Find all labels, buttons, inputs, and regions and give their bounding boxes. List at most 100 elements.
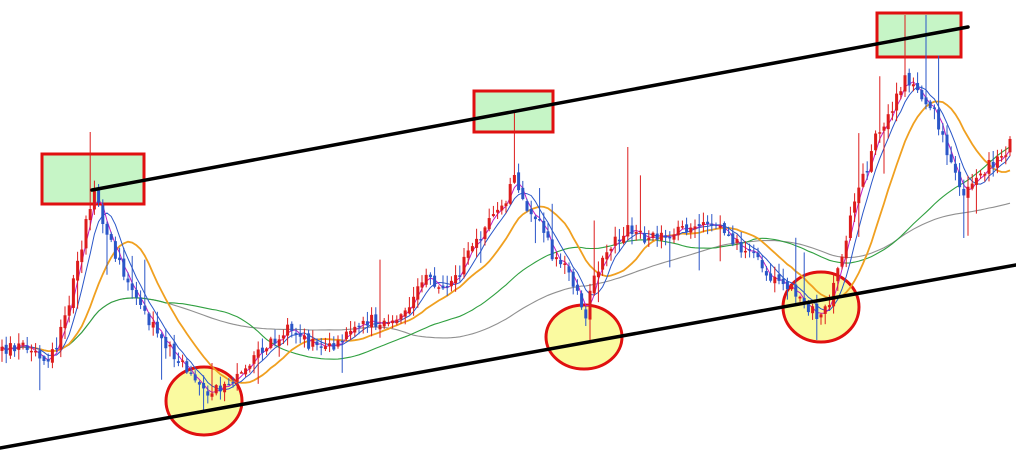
candle — [42, 355, 46, 365]
candle — [668, 231, 672, 268]
candle — [748, 243, 752, 258]
candle-body — [659, 232, 663, 241]
candle-body — [764, 271, 768, 276]
candle-body — [21, 342, 25, 346]
candle — [676, 220, 680, 241]
candle-body — [328, 343, 332, 346]
candle-body — [370, 314, 374, 328]
candle — [122, 247, 126, 281]
candle-body — [634, 232, 638, 234]
candle — [130, 255, 134, 299]
candle-body — [273, 338, 277, 344]
candle-body — [794, 284, 798, 297]
candle — [46, 353, 50, 368]
candle — [172, 334, 176, 368]
candle-body — [995, 156, 999, 168]
candle-body — [1008, 138, 1012, 153]
candle — [210, 363, 214, 401]
candle — [361, 316, 365, 334]
candle-body — [550, 239, 554, 260]
candle — [462, 247, 466, 279]
candle — [479, 231, 483, 263]
candle-body — [302, 335, 306, 340]
candle — [25, 336, 29, 354]
candle — [983, 171, 987, 182]
candle — [420, 275, 424, 293]
candle-body — [46, 359, 50, 362]
candle-body — [890, 111, 894, 113]
candle — [17, 333, 21, 360]
candle-body — [437, 287, 441, 289]
candle-body — [122, 258, 126, 277]
candle — [399, 313, 403, 324]
candle — [67, 295, 71, 323]
candle — [449, 276, 453, 292]
candle — [328, 332, 332, 353]
candle — [382, 318, 386, 329]
candle — [706, 215, 710, 235]
candle — [50, 342, 54, 369]
candle-body — [386, 322, 390, 325]
candle-body — [785, 281, 789, 290]
support-channel-line — [0, 263, 1016, 450]
candle-body — [937, 109, 941, 130]
candle — [659, 225, 663, 249]
candle-body — [294, 332, 298, 335]
candle — [798, 295, 802, 302]
candle-body — [466, 250, 470, 258]
candle-body — [365, 321, 369, 326]
candle-body — [697, 224, 701, 227]
candle-body — [743, 250, 747, 253]
candle — [189, 365, 193, 376]
candle-body — [584, 309, 588, 319]
candle — [160, 332, 164, 380]
candles — [0, 15, 1012, 412]
candle-body — [571, 271, 575, 287]
candle-body — [1000, 156, 1004, 158]
candle — [924, 15, 928, 110]
candle — [433, 267, 437, 289]
candle-body — [277, 339, 281, 347]
candle-body — [706, 221, 710, 225]
candle-body — [563, 263, 567, 265]
candle-body — [248, 365, 252, 369]
candle — [168, 341, 172, 357]
candle — [197, 380, 201, 396]
candle-body — [924, 97, 928, 105]
candle — [559, 253, 563, 268]
candle-body — [655, 233, 659, 240]
candle — [181, 354, 185, 368]
candle — [218, 376, 222, 400]
candle-body — [244, 368, 248, 375]
candle-body — [496, 209, 500, 213]
candle — [550, 203, 554, 261]
candle — [617, 228, 621, 252]
candle — [764, 265, 768, 281]
candle — [970, 173, 974, 191]
candle-body — [97, 187, 101, 203]
candle — [651, 231, 655, 241]
candle-body — [722, 223, 726, 234]
candle-body — [953, 163, 957, 173]
candle — [370, 307, 374, 337]
candle-body — [109, 234, 113, 240]
candle — [134, 281, 138, 305]
candle-body — [420, 282, 424, 288]
candle — [206, 385, 210, 404]
candle-body — [525, 201, 529, 211]
candle — [861, 163, 865, 189]
candle — [769, 263, 773, 283]
candle — [811, 303, 815, 320]
candle-body — [533, 216, 537, 220]
candle — [319, 337, 323, 356]
candle — [38, 345, 42, 391]
candle-body — [416, 286, 420, 300]
candle-body — [433, 275, 437, 287]
candle-body — [269, 338, 273, 348]
candle — [349, 321, 353, 340]
candle-body — [399, 314, 403, 320]
candle-body — [412, 296, 416, 309]
resistance-channel-line — [90, 25, 970, 192]
candle-body — [181, 360, 185, 362]
candle — [311, 330, 315, 351]
